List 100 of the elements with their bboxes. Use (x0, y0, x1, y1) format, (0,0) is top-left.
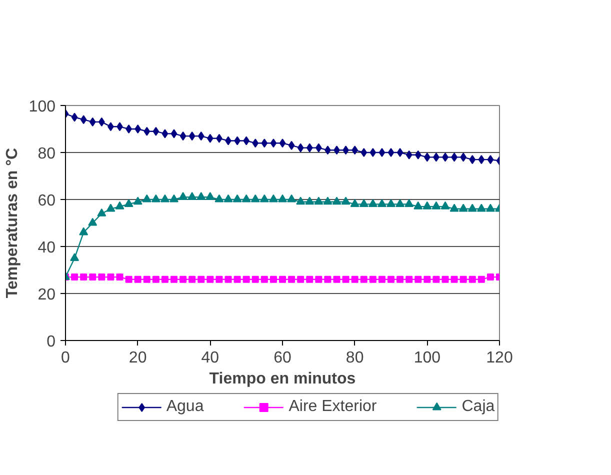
x-tick-label: 0 (61, 350, 70, 366)
point (279, 276, 286, 283)
point (377, 199, 386, 208)
x-tick-label: 60 (274, 350, 292, 366)
point (396, 148, 404, 157)
y-axis-title: Temperaturas en °C (4, 147, 21, 298)
point (116, 274, 124, 281)
point (214, 194, 224, 202)
point (224, 194, 233, 202)
point (342, 276, 350, 283)
point (422, 201, 432, 210)
point (71, 274, 78, 281)
point (133, 196, 142, 205)
point (196, 192, 206, 200)
point (268, 194, 278, 202)
x-axis-title: Tiempo en minutos (209, 370, 356, 388)
point (188, 132, 196, 141)
legend-label: Caja (462, 398, 495, 416)
point (107, 274, 114, 281)
point (270, 276, 277, 283)
point (242, 194, 251, 202)
point (297, 276, 304, 283)
y-tick-label: 40 (38, 240, 56, 256)
point (97, 208, 106, 216)
point (142, 194, 152, 202)
point (324, 276, 332, 283)
point (468, 276, 476, 283)
point (351, 276, 358, 283)
point (71, 112, 78, 122)
point (297, 143, 304, 152)
point (170, 194, 178, 202)
point (261, 138, 268, 148)
point (378, 148, 386, 157)
point (250, 194, 260, 202)
point (432, 201, 441, 210)
point (378, 276, 386, 283)
point (88, 218, 98, 226)
point (306, 276, 314, 283)
point (170, 276, 178, 283)
point (388, 148, 394, 157)
point (279, 138, 286, 148)
point (406, 276, 413, 283)
x-tick-label: 80 (346, 350, 364, 366)
point (314, 196, 324, 205)
point (350, 199, 360, 208)
point (306, 143, 313, 152)
x-tick-label: 40 (201, 350, 220, 366)
point (206, 192, 215, 200)
point (288, 140, 295, 150)
x-tick-label: 20 (128, 350, 147, 366)
point (332, 196, 342, 205)
point (468, 204, 477, 212)
point (144, 126, 150, 136)
legend-label: Agua (166, 398, 204, 416)
point (161, 276, 168, 283)
point (296, 196, 306, 205)
point (143, 276, 150, 283)
point (414, 201, 423, 210)
y-tick-label: 20 (38, 286, 56, 304)
point (315, 276, 322, 283)
y-tick-label: 0 (46, 334, 56, 350)
point (106, 204, 116, 212)
point (80, 115, 87, 124)
point (260, 194, 269, 202)
point (252, 276, 259, 283)
point (160, 194, 170, 202)
point (151, 194, 160, 202)
point (188, 192, 197, 200)
point (180, 276, 187, 283)
point (386, 199, 396, 208)
point (216, 276, 223, 283)
point (388, 276, 394, 283)
point (406, 150, 412, 160)
point (396, 276, 404, 283)
point (79, 227, 88, 236)
point (89, 274, 96, 281)
point (288, 276, 296, 283)
point (198, 132, 204, 141)
point (287, 194, 296, 202)
point (234, 276, 241, 283)
point (305, 196, 314, 205)
point (414, 276, 422, 283)
point (360, 276, 368, 283)
point (224, 276, 232, 283)
point (188, 276, 196, 283)
point (469, 155, 476, 164)
point (414, 150, 422, 160)
x-tick-label: 100 (414, 350, 441, 366)
point (242, 276, 250, 283)
point (152, 126, 160, 136)
point (359, 199, 368, 208)
point (162, 129, 168, 138)
point (487, 155, 494, 164)
point (440, 201, 450, 210)
point (450, 204, 459, 212)
point (278, 194, 287, 202)
point (442, 276, 449, 283)
point (115, 201, 124, 210)
point (396, 199, 405, 208)
point (370, 148, 376, 157)
